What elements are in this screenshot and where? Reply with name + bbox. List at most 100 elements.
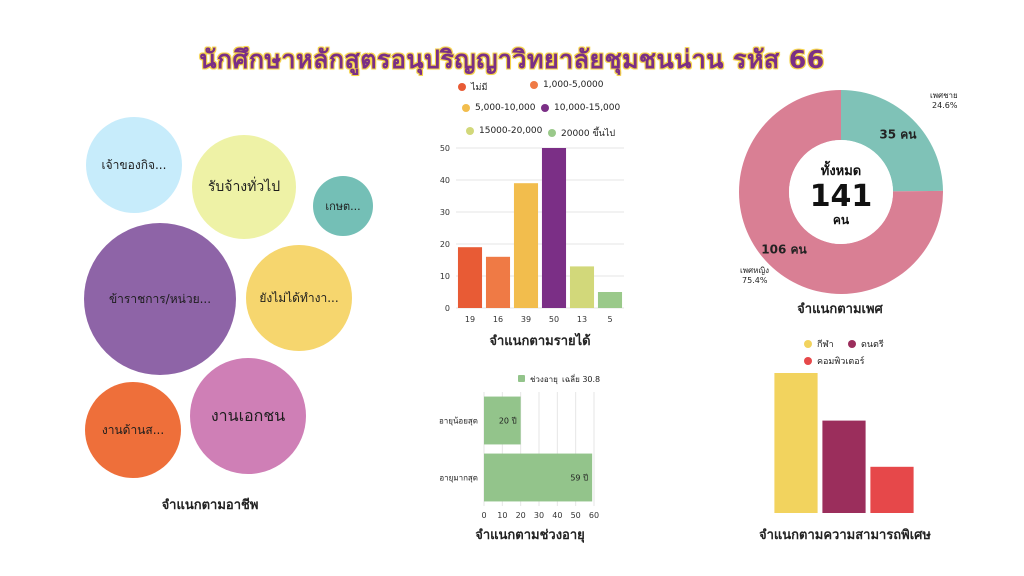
occupation-bubble: รับจ้างทั่วไป bbox=[192, 135, 296, 239]
income-bar-chart: 0 10 20 30 40 50 19 16 39 50 13 5 bbox=[440, 144, 624, 324]
age-value-label: 59 ปี bbox=[570, 474, 588, 483]
legend-label: 20000 ขึ้นไป bbox=[561, 129, 616, 139]
income-bar bbox=[513, 183, 539, 308]
legend-label: 1,000-5,0000 bbox=[543, 80, 604, 90]
gender-center-unit: คน bbox=[833, 213, 850, 227]
income-y-tick: 30 bbox=[440, 208, 450, 217]
gender-slice bbox=[739, 90, 943, 294]
gender-slice-name: เพศหญิง bbox=[740, 266, 769, 275]
skills-bar bbox=[870, 466, 914, 513]
legend-item: กีฬา bbox=[804, 337, 834, 351]
legend-label: ดนตรี bbox=[861, 340, 884, 350]
income-chart-title: จำแนกตามรายได้ bbox=[489, 334, 591, 349]
age-x-tick: 10 bbox=[497, 511, 507, 520]
income-y-tick: 50 bbox=[440, 144, 450, 153]
income-x-tick: 50 bbox=[549, 315, 559, 324]
occupation-bubble: เจ้าของกิจ... bbox=[86, 117, 182, 213]
income-x-tick: 13 bbox=[577, 315, 587, 324]
legend-label: คอมพิวเตอร์ bbox=[817, 357, 865, 367]
legend-swatch bbox=[458, 83, 466, 91]
legend-item: ไม่มี bbox=[458, 80, 487, 94]
legend-label: กีฬา bbox=[817, 340, 834, 350]
legend-item: คอมพิวเตอร์ bbox=[804, 354, 865, 368]
skills-chart-title: จำแนกตามความสามารถพิเศษ bbox=[758, 528, 932, 543]
gender-slice-value: 35 คน bbox=[879, 127, 917, 141]
age-bar-chart: 0 10 20 30 40 50 60 ช่วงอายุ เฉลี่ย 30.8 อายุน้อย… bbox=[439, 373, 600, 520]
occupation-bubble: ข้าราชการ/หน่วย... bbox=[84, 223, 236, 375]
gender-slice-percent: 24.6% bbox=[932, 101, 958, 110]
legend-item: 1,000-5,0000 bbox=[530, 80, 604, 90]
legend-swatch bbox=[804, 340, 812, 348]
skills-bar bbox=[774, 373, 818, 513]
income-x-tick: 39 bbox=[521, 315, 531, 324]
gender-donut-hole bbox=[789, 140, 893, 244]
age-x-tick: 50 bbox=[571, 511, 581, 520]
age-value-label: 20 ปี bbox=[499, 417, 517, 426]
age-x-tick: 30 bbox=[534, 511, 544, 520]
gender-slice bbox=[841, 90, 943, 192]
legend-swatch bbox=[462, 104, 470, 112]
skills-bar-chart bbox=[774, 373, 914, 513]
occupation-bubble-label: เจ้าของกิจ... bbox=[101, 157, 167, 172]
income-bar bbox=[541, 148, 567, 308]
legend-swatch bbox=[548, 129, 556, 137]
legend-swatch bbox=[848, 340, 856, 348]
age-x-tick: 60 bbox=[589, 511, 599, 520]
occupation-bubble-label: ข้าราชการ/หน่วย... bbox=[108, 291, 212, 306]
income-bar bbox=[569, 266, 595, 308]
gender-slice-percent: 75.4% bbox=[742, 276, 768, 285]
income-x-tick: 16 bbox=[493, 315, 503, 324]
gender-center-value: 141 bbox=[810, 179, 873, 214]
age-average-label: เฉลี่ย 30.8 bbox=[562, 373, 600, 384]
income-y-tick: 0 bbox=[445, 304, 450, 313]
age-bar bbox=[484, 396, 521, 445]
age-legend-swatch bbox=[518, 375, 525, 382]
occupation-bubble-label: เกษต... bbox=[325, 200, 361, 213]
gender-slice-value: 106 คน bbox=[761, 243, 807, 257]
legend-item: 5,000-10,000 bbox=[462, 103, 536, 113]
age-x-tick: 0 bbox=[481, 511, 486, 520]
page-title: นักศึกษาหลักสูตรอนุปริญญาวิทยาลัยชุมชนน่… bbox=[199, 45, 825, 74]
legend-item: 20000 ขึ้นไป bbox=[548, 126, 615, 140]
income-x-tick: 19 bbox=[465, 315, 475, 324]
age-legend-label: ช่วงอายุ bbox=[530, 375, 558, 384]
occupation-bubble-label: งานด้านส... bbox=[101, 422, 165, 437]
gender-slice-name: เพศชาย bbox=[930, 91, 958, 100]
occupation-chart-title: จำแนกตามอาชีพ bbox=[161, 498, 259, 513]
income-bar bbox=[597, 292, 623, 308]
age-bar bbox=[484, 453, 593, 502]
legend-label: 10,000-15,000 bbox=[554, 103, 621, 113]
legend-swatch bbox=[541, 104, 549, 112]
legend-label: 5,000-10,000 bbox=[475, 103, 536, 113]
legend-label: ไม่มี bbox=[471, 83, 488, 93]
income-bar bbox=[485, 256, 511, 308]
legend-swatch bbox=[804, 357, 812, 365]
legend-item: 10,000-15,000 bbox=[541, 103, 620, 113]
age-x-tick: 20 bbox=[516, 511, 526, 520]
gender-center-label: ทั้งหมด bbox=[821, 160, 862, 179]
legend-item: ดนตรี bbox=[848, 337, 884, 351]
age-category-label: อายุมากสุด bbox=[439, 474, 478, 483]
income-x-tick: 5 bbox=[607, 315, 612, 324]
occupation-bubble: ยังไม่ได้ทำงา... bbox=[246, 245, 352, 351]
legend-swatch bbox=[530, 81, 538, 89]
occupation-bubble: งานด้านส... bbox=[85, 382, 181, 478]
occupation-bubble-label: รับจ้างทั่วไป bbox=[207, 179, 281, 195]
income-y-tick: 10 bbox=[440, 272, 450, 281]
occupation-bubble-label: ยังไม่ได้ทำงา... bbox=[259, 290, 339, 305]
gender-chart-title: จำแนกตามเพศ bbox=[797, 302, 883, 317]
legend-swatch bbox=[466, 127, 474, 135]
income-y-tick: 20 bbox=[440, 240, 450, 249]
occupation-bubble: เกษต... bbox=[313, 176, 373, 236]
age-x-tick: 40 bbox=[552, 511, 562, 520]
legend-item: 15000-20,000 bbox=[466, 126, 542, 136]
income-y-tick: 40 bbox=[440, 176, 450, 185]
age-category-label: อายุน้อยสุด bbox=[439, 417, 478, 426]
occupation-bubble: งานเอกชน bbox=[190, 358, 306, 474]
legend-label: 15000-20,000 bbox=[479, 126, 543, 136]
income-bar bbox=[457, 247, 483, 308]
age-chart-title: จำแนกตามช่วงอายุ bbox=[475, 528, 585, 543]
skills-bar bbox=[822, 420, 866, 513]
occupation-bubble-label: งานเอกชน bbox=[210, 405, 286, 425]
